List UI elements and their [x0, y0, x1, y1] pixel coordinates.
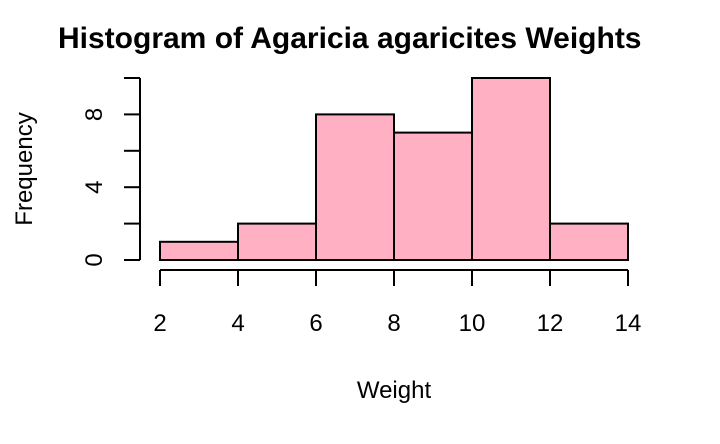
- x-axis-label: Weight: [357, 377, 432, 404]
- histogram-bar: [549, 222, 629, 262]
- x-tick-label: 8: [387, 310, 400, 337]
- x-axis: 2 4 6 8 10 12 14: [153, 269, 642, 337]
- x-tick-label: 6: [309, 310, 322, 337]
- x-tick-label: 12: [537, 310, 564, 337]
- y-tick-label: 8: [81, 108, 108, 121]
- histogram-bar: [315, 113, 395, 262]
- y-tick-label: 0: [81, 253, 108, 266]
- x-tick-label: 2: [153, 310, 166, 337]
- bars-group: [159, 77, 629, 262]
- histogram-bar: [237, 222, 317, 262]
- y-axis: 0 4 8: [81, 77, 141, 267]
- histogram-bar: [159, 240, 239, 262]
- x-tick-label: 4: [231, 310, 244, 337]
- y-tick-label: 4: [81, 181, 108, 194]
- histogram-bar: [393, 131, 473, 262]
- chart-title: Histogram of Agaricia agaricites Weights: [58, 22, 642, 55]
- x-tick-label: 14: [615, 310, 642, 337]
- x-tick-label: 10: [459, 310, 486, 337]
- y-axis-label: Frequency: [11, 112, 38, 225]
- histogram-bar: [471, 77, 551, 261]
